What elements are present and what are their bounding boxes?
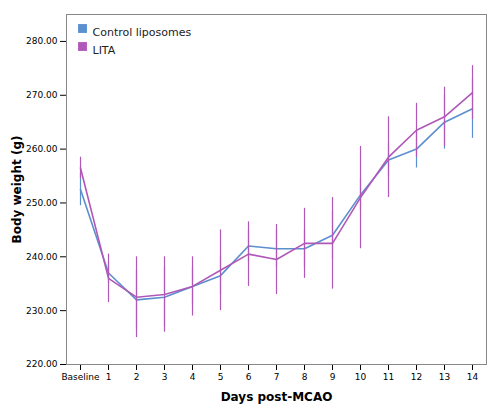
svg-text:11: 11 — [383, 372, 394, 382]
svg-text:10: 10 — [355, 372, 367, 382]
svg-text:1: 1 — [106, 372, 112, 382]
svg-text:13: 13 — [439, 372, 450, 382]
svg-text:7: 7 — [274, 372, 280, 382]
svg-text:Body weight (g): Body weight (g) — [10, 136, 24, 244]
svg-text:8: 8 — [302, 372, 308, 382]
svg-text:2: 2 — [134, 372, 140, 382]
svg-text:LITA: LITA — [93, 44, 116, 57]
svg-text:230.00: 230.00 — [26, 306, 58, 316]
svg-text:14: 14 — [467, 372, 479, 382]
svg-text:4: 4 — [190, 372, 196, 382]
svg-text:Days post-MCAO: Days post-MCAO — [221, 390, 333, 404]
svg-text:5: 5 — [218, 372, 224, 382]
svg-text:6: 6 — [246, 372, 252, 382]
svg-text:12: 12 — [411, 372, 422, 382]
svg-text:240.00: 240.00 — [26, 252, 58, 262]
svg-text:Baseline: Baseline — [61, 372, 100, 382]
svg-text:250.00: 250.00 — [26, 198, 58, 208]
svg-text:Control liposomes: Control liposomes — [93, 26, 192, 39]
svg-text:9: 9 — [330, 372, 336, 382]
svg-text:220.00: 220.00 — [26, 359, 58, 369]
svg-text:280.00: 280.00 — [26, 36, 58, 46]
svg-text:270.00: 270.00 — [26, 90, 58, 100]
svg-text:3: 3 — [162, 372, 168, 382]
svg-text:260.00: 260.00 — [26, 144, 58, 154]
